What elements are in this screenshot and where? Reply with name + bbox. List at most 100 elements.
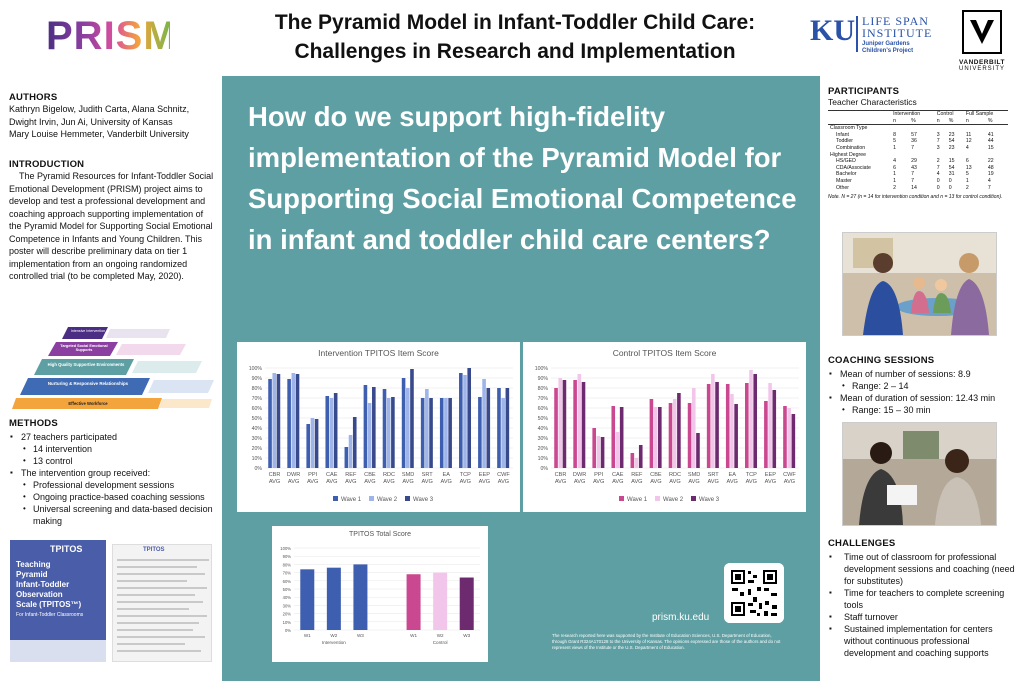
x-tick-label-line1: CBR bbox=[269, 472, 281, 478]
table-cell: 7 bbox=[936, 164, 940, 171]
poster-title: The Pyramid Model in Infant-Toddler Chil… bbox=[230, 8, 800, 66]
x-tick-label: DWR AVG bbox=[287, 472, 300, 485]
classroom-photo bbox=[842, 232, 997, 336]
methods-heading: METHODS bbox=[9, 418, 58, 429]
table-cell bbox=[891, 125, 909, 132]
bar-wave-3 bbox=[619, 407, 624, 468]
table-cell: 1 bbox=[893, 144, 896, 151]
bar-wave-1 bbox=[554, 388, 558, 468]
y-tick-label: 80% bbox=[538, 386, 549, 392]
bar-wave-2 bbox=[405, 388, 410, 468]
tpitos-sample-page: TPITOS bbox=[112, 544, 212, 662]
qr-code[interactable] bbox=[724, 563, 784, 623]
y-tick-label: 100% bbox=[280, 546, 291, 551]
y-tick-label: 50% bbox=[538, 416, 549, 422]
x-tick-label-line1: EEP bbox=[765, 472, 776, 478]
total-score-chart-title: TPITOS Total Score bbox=[349, 531, 411, 538]
introduction-text: The Pyramid Resources for Infant-Toddler… bbox=[9, 171, 214, 281]
table-cell: 54 bbox=[948, 138, 955, 145]
bar-wave-2 bbox=[672, 399, 677, 468]
y-tick-label: 100% bbox=[249, 366, 263, 372]
bar-wave-3 bbox=[562, 380, 567, 468]
table-cell: 1 bbox=[893, 171, 896, 178]
x-tick-label-line1: EA bbox=[442, 472, 450, 478]
row-label: Bachelor bbox=[836, 171, 857, 178]
bar-wave-2 bbox=[711, 374, 715, 468]
vanderbilt-text: VANDERBILT bbox=[959, 59, 1005, 66]
table-cell: 2 bbox=[965, 184, 969, 191]
row-label: Highest Degree bbox=[830, 151, 867, 158]
methods-sub-screening: Universal screening and data-based decis… bbox=[9, 503, 219, 527]
bar-wave-1 bbox=[344, 447, 349, 468]
x-tick-label: SRT AVG bbox=[707, 472, 719, 485]
coaching-sub-range-sessions: Range: 2 – 14 bbox=[828, 380, 1014, 392]
legend-swatch bbox=[655, 496, 660, 501]
bar-wave-3 bbox=[467, 368, 472, 468]
x-tick-label-line2: AVG bbox=[555, 479, 566, 485]
x-tick-label: W3 bbox=[463, 633, 470, 638]
challenge-screening-time: Time for teachers to complete screening … bbox=[828, 587, 1016, 611]
bar-wave-3 bbox=[505, 388, 510, 468]
x-tick-label-line2: AVG bbox=[650, 479, 661, 485]
table-cell: 44 bbox=[987, 138, 994, 145]
ku-logo-line1: LIFE SPAN bbox=[862, 14, 929, 28]
table-cell: 41 bbox=[987, 131, 994, 138]
x-tick-label: CAE AVG bbox=[326, 472, 338, 485]
x-tick-label-line1: CAE bbox=[612, 472, 624, 478]
coaching-section: COACHING SESSIONS Mean of number of sess… bbox=[828, 355, 1014, 416]
x-tick-label-line1: SRT bbox=[708, 472, 720, 478]
bar-wave-2 bbox=[310, 418, 315, 468]
table-cell: 7 bbox=[911, 177, 914, 184]
x-tick-label-line2: AVG bbox=[688, 479, 699, 485]
bar-wave-3 bbox=[372, 387, 376, 468]
pyramid-model-graphic: Intensive Intervention Targeted Social E… bbox=[10, 325, 215, 413]
bar-wave-1 bbox=[725, 384, 730, 468]
x-tick-label: EA AVG bbox=[727, 472, 738, 485]
legend-swatch bbox=[619, 496, 624, 501]
table-cell: 7 bbox=[936, 138, 940, 145]
pyramid-level-workforce: Effective Workforce bbox=[68, 401, 108, 406]
col-n: n bbox=[891, 117, 910, 126]
table-cell bbox=[935, 152, 947, 159]
x-tick-label-line1: CWF bbox=[497, 472, 510, 478]
x-tick-label: CWF AVG bbox=[497, 472, 510, 485]
ku-logo-line2: INSTITUTE bbox=[862, 26, 933, 40]
funding-statement: The research reported here was supported… bbox=[552, 633, 781, 650]
x-tick-label-line1: SMD bbox=[402, 472, 414, 478]
poster-title-line2: Challenges in Research and Implementatio… bbox=[294, 40, 736, 63]
bar-wave-3 bbox=[276, 374, 281, 468]
table-row: Infant 8 57 3 23 11 41 bbox=[828, 132, 1008, 139]
x-tick-label: CBR AVG bbox=[269, 472, 281, 485]
x-tick-label-line2: AVG bbox=[402, 479, 413, 485]
legend-label: Wave 1 bbox=[627, 497, 648, 503]
bar-wave-1 bbox=[420, 398, 425, 468]
bar-wave-2 bbox=[501, 398, 505, 468]
table-cell: 23 bbox=[948, 131, 955, 138]
pyramid-level-environments: High Quality Supportive Environments bbox=[47, 362, 125, 367]
tpitos-line1: Teaching bbox=[16, 560, 51, 569]
intervention-chart-title: Intervention TPITOS Item Score bbox=[318, 348, 439, 358]
col-pct: % bbox=[946, 117, 964, 126]
table-cell: 1 bbox=[965, 177, 969, 184]
university-text: UNIVERSITY bbox=[958, 66, 1005, 72]
x-tick-label-line1: TCP bbox=[746, 472, 757, 478]
table-body: Classroom Type Infant 8 57 3 23 11 41 Toddler 5 36… bbox=[828, 125, 1008, 191]
bar-wave-2 bbox=[444, 398, 448, 468]
bar-wave-3 bbox=[696, 433, 700, 468]
table-cell bbox=[964, 152, 986, 159]
table-note: Note. N = 27 (n = 14 for intervention co… bbox=[828, 194, 1003, 201]
tpitos-line6: For Infant-Toddler Classrooms bbox=[16, 612, 84, 618]
bar-wave-3 bbox=[314, 419, 319, 468]
table-row: Toddler 5 36 7 54 12 44 bbox=[828, 138, 1008, 145]
tpitos-page-brand: TPITOS bbox=[143, 547, 165, 553]
authors-section: AUTHORS Kathryn Bigelow, Judith Carta, A… bbox=[9, 92, 214, 141]
bar-wave-1 bbox=[382, 389, 387, 468]
participants-heading: PARTICIPANTS bbox=[828, 86, 900, 97]
methods-sub-intervention: 14 intervention bbox=[9, 443, 219, 455]
y-tick-label: 70% bbox=[283, 571, 292, 576]
x-tick-label: CBE AVG bbox=[364, 472, 376, 485]
bar-wave-3 bbox=[581, 382, 586, 468]
website-link[interactable]: prism.ku.edu bbox=[652, 612, 710, 623]
legend-label: Wave 3 bbox=[699, 497, 720, 503]
coaching-sub-range-duration: Range: 15 – 30 min bbox=[828, 404, 1014, 416]
